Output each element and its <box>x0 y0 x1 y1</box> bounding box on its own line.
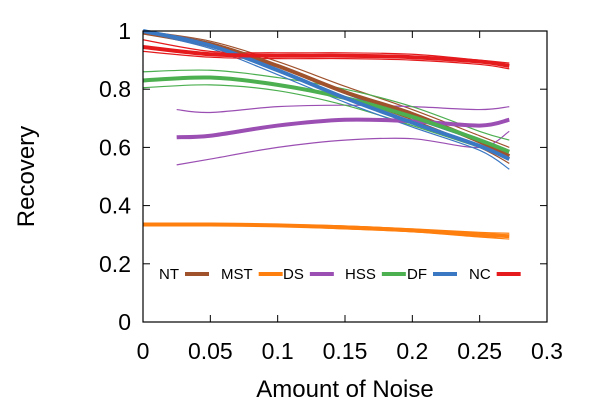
x-axis-title: Amount of Noise <box>256 376 433 403</box>
y-tick-label: 0.2 <box>99 251 131 277</box>
axis-ticks <box>142 30 548 323</box>
y-tick-labels: 0 0.2 0.4 0.6 0.8 1 <box>99 18 131 335</box>
x-tick-label: 0.25 <box>457 338 502 364</box>
x-tick-label: 0.1 <box>262 338 294 364</box>
legend-label-nt: NT <box>159 266 179 283</box>
series-ds-band-upper <box>176 104 510 114</box>
legend-label-nc: NC <box>469 266 491 283</box>
series-ds-line <box>176 117 510 140</box>
series-df-band-lower <box>142 31 510 170</box>
series-ds-band-lower <box>176 130 510 166</box>
y-tick-label: 0 <box>118 309 131 335</box>
x-tick-label: 0.05 <box>188 338 233 364</box>
y-tick-label: 1 <box>118 18 131 44</box>
y-axis-title: Recovery <box>13 126 40 227</box>
x-tick-label: 0.2 <box>396 338 428 364</box>
legend: NT MST DS HSS DF NC <box>159 266 521 283</box>
series-nc-line <box>142 45 510 68</box>
legend-label-mst: MST <box>221 266 253 283</box>
y-tick-label: 0.4 <box>99 193 131 219</box>
y-tick-label: 0.8 <box>99 76 131 102</box>
series-lines <box>142 29 511 239</box>
legend-label-ds: DS <box>283 266 304 283</box>
x-tick-label: 0 <box>137 338 150 364</box>
series-hss-band-upper <box>142 69 510 141</box>
series-nc-band-lower <box>142 50 510 70</box>
series-mst-line <box>142 222 510 239</box>
legend-label-df: DF <box>407 266 427 283</box>
series-df-line <box>142 29 511 161</box>
x-tick-labels: 0 0.05 0.1 0.15 0.2 0.25 0.3 <box>137 338 563 364</box>
series-nt-band-upper <box>142 30 510 148</box>
x-tick-label: 0.3 <box>531 338 563 364</box>
x-tick-label: 0.15 <box>323 338 368 364</box>
legend-label-hss: HSS <box>345 266 376 283</box>
y-tick-label: 0.6 <box>99 134 131 160</box>
